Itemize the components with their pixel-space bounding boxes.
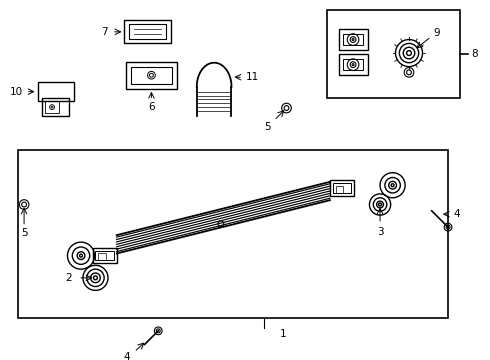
- Bar: [96, 251, 114, 261]
- Text: 11: 11: [246, 72, 259, 82]
- Bar: [93, 248, 117, 264]
- Text: 7: 7: [101, 27, 107, 37]
- Bar: [333, 183, 351, 193]
- Text: 3: 3: [377, 226, 383, 237]
- Text: 10: 10: [10, 87, 23, 96]
- Bar: [343, 34, 363, 45]
- Bar: [339, 29, 368, 50]
- Bar: [327, 10, 460, 98]
- Bar: [129, 24, 166, 39]
- Bar: [131, 67, 172, 84]
- Text: 4: 4: [454, 209, 461, 219]
- Bar: [126, 62, 176, 89]
- Bar: [18, 149, 447, 318]
- Bar: [343, 59, 363, 71]
- Text: 8: 8: [471, 49, 478, 59]
- Bar: [336, 186, 343, 193]
- Text: 5: 5: [21, 229, 27, 238]
- Text: 6: 6: [148, 102, 155, 112]
- Text: 9: 9: [434, 28, 441, 38]
- Text: 5: 5: [264, 122, 270, 132]
- Bar: [43, 98, 70, 116]
- Bar: [38, 82, 74, 101]
- Text: 1: 1: [280, 329, 287, 339]
- Bar: [124, 20, 171, 44]
- Bar: [98, 253, 106, 260]
- Bar: [339, 54, 368, 75]
- Text: 4: 4: [123, 352, 130, 360]
- Text: 2: 2: [65, 273, 72, 283]
- Bar: [330, 180, 354, 196]
- Bar: [45, 101, 59, 113]
